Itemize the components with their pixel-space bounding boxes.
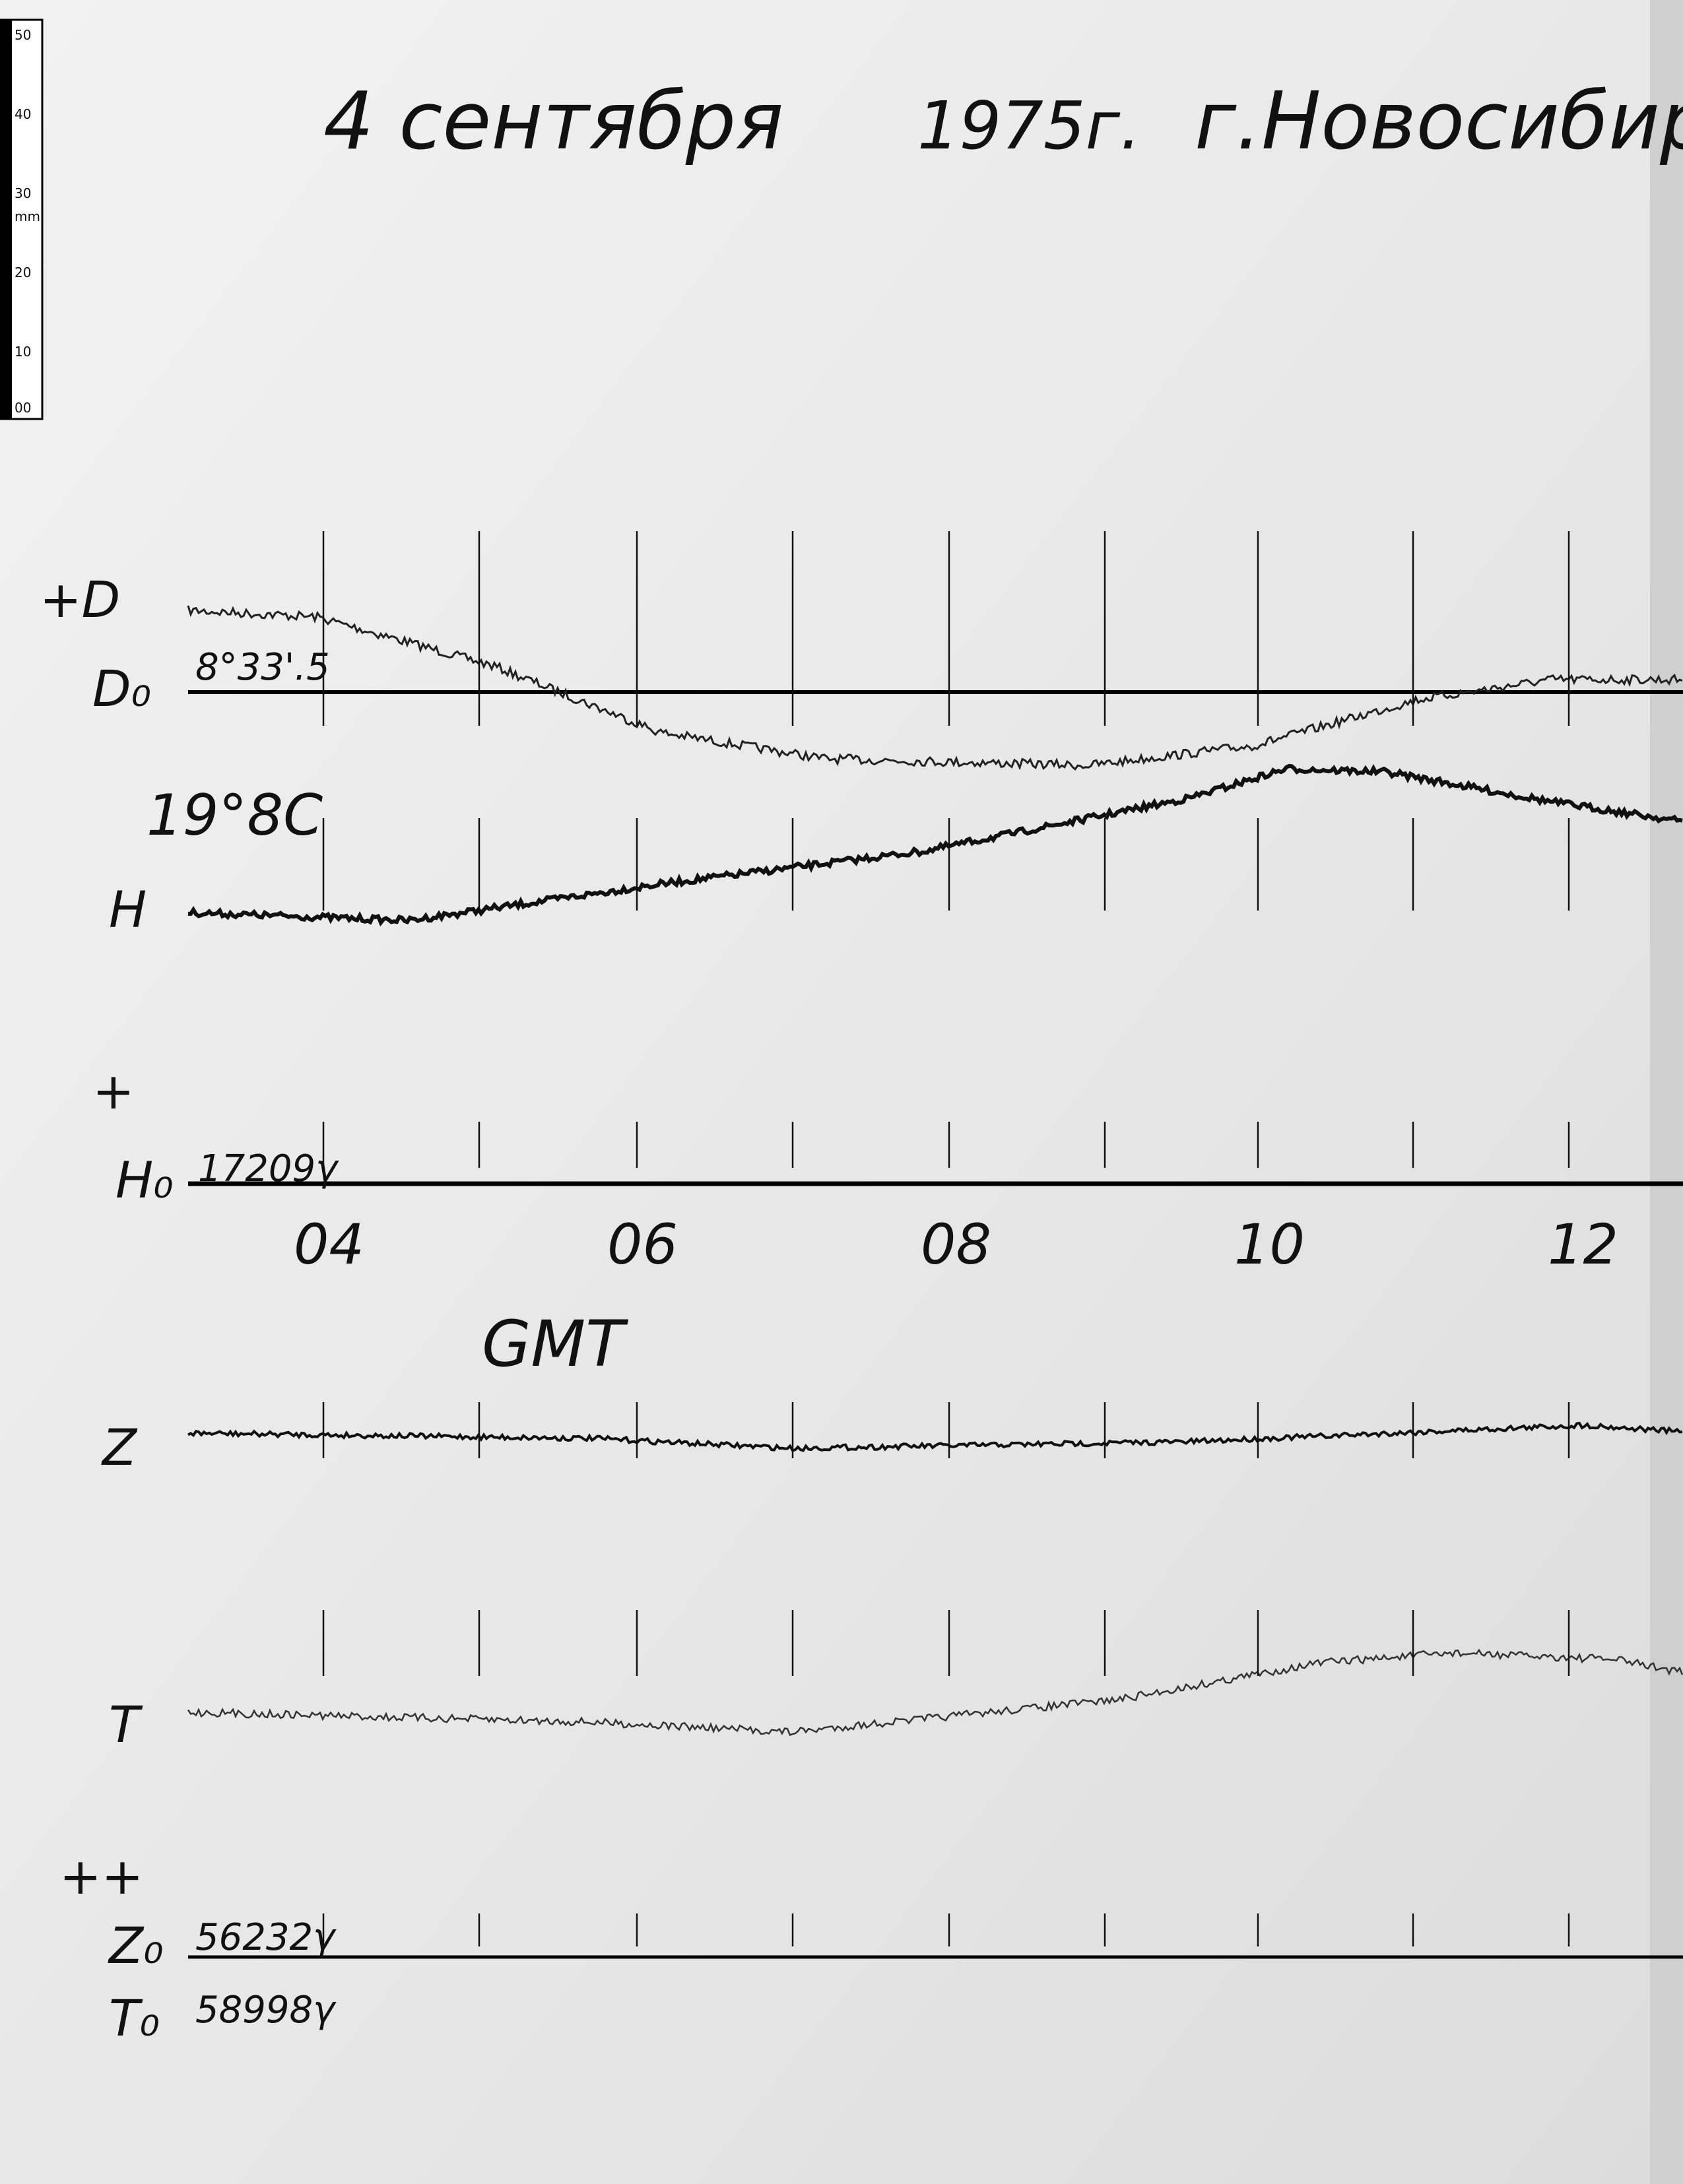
t-label: T [109, 1695, 143, 1754]
z-base-value: 56232γ [195, 1916, 337, 1959]
time-label: 06 [607, 1212, 678, 1277]
time-label: 04 [294, 1212, 364, 1277]
ruler-label: 20 [15, 265, 31, 280]
ruler-label: 40 [15, 106, 31, 122]
d-base-value: 8°33'.5 [195, 646, 330, 689]
temperature: 19°8C [147, 783, 323, 849]
h-plus: + [92, 1062, 135, 1120]
z-label: Z [101, 1418, 138, 1477]
h-trace [187, 763, 1683, 927]
t-trace [187, 1648, 1683, 1737]
ruler-label: 30 [15, 185, 31, 201]
ruler-label: 00 [15, 400, 31, 416]
time-label: 12 [1548, 1212, 1618, 1277]
time-label: 10 [1234, 1212, 1305, 1277]
title-year: 1975г. [917, 87, 1141, 164]
h-base-value: 17209γ [198, 1147, 339, 1190]
zt-plus: ++ [59, 1847, 143, 1906]
d-trace [187, 605, 1683, 771]
d-label: +D [40, 570, 120, 629]
ruler-bar [0, 20, 12, 419]
ruler-label: mm [15, 209, 40, 224]
z-trace [187, 1421, 1683, 1452]
ruler-label: 10 [15, 344, 31, 360]
h-base-label: H₀ [116, 1151, 174, 1209]
t-base-label: T₀ [109, 1989, 160, 2047]
d-base-label: D₀ [92, 659, 151, 718]
ruler-label: 50 [15, 27, 31, 43]
time-unit: GMT [482, 1307, 628, 1381]
z-base-label: Z₀ [108, 1916, 164, 1975]
title-place: г.Новосибирс [1195, 76, 1683, 168]
t-base-value: 58998γ [195, 1989, 337, 2032]
page-edge [1650, 0, 1683, 2184]
title-date: 4 сентября [323, 76, 783, 168]
h-label: H [109, 880, 147, 939]
traces [187, 531, 1683, 1946]
time-label: 08 [921, 1212, 991, 1277]
ruler: 50 40 30 mm 20 10 00 [0, 18, 44, 420]
